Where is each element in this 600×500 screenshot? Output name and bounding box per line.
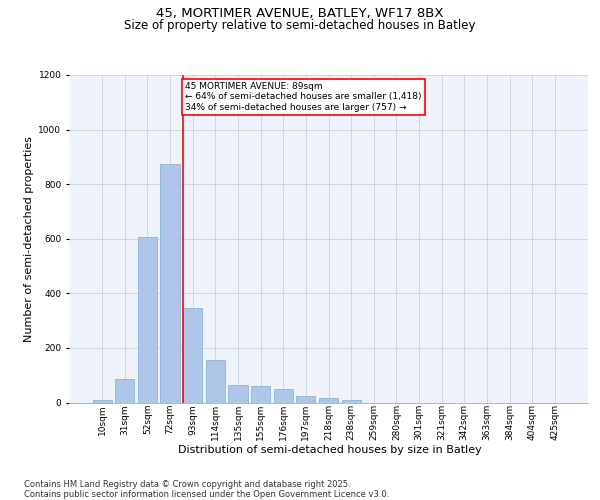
- Bar: [138, 238, 157, 402]
- Bar: [115, 380, 134, 402]
- Text: 45 MORTIMER AVENUE: 89sqm
← 64% of semi-detached houses are smaller (1,418)
34% : 45 MORTIMER AVENUE: 89sqm ← 64% of semi-…: [185, 82, 422, 112]
- Bar: [319, 398, 338, 402]
- Bar: [341, 400, 361, 402]
- Bar: [92, 400, 112, 402]
- Bar: [183, 308, 202, 402]
- Bar: [251, 386, 270, 402]
- Text: 45, MORTIMER AVENUE, BATLEY, WF17 8BX: 45, MORTIMER AVENUE, BATLEY, WF17 8BX: [156, 8, 444, 20]
- Bar: [206, 360, 225, 403]
- Y-axis label: Number of semi-detached properties: Number of semi-detached properties: [24, 136, 34, 342]
- Bar: [296, 396, 316, 402]
- Text: Contains HM Land Registry data © Crown copyright and database right 2025.
Contai: Contains HM Land Registry data © Crown c…: [24, 480, 389, 499]
- Text: Size of property relative to semi-detached houses in Batley: Size of property relative to semi-detach…: [124, 18, 476, 32]
- Bar: [229, 385, 248, 402]
- Bar: [274, 390, 293, 402]
- Bar: [160, 164, 180, 402]
- Text: Distribution of semi-detached houses by size in Batley: Distribution of semi-detached houses by …: [178, 445, 482, 455]
